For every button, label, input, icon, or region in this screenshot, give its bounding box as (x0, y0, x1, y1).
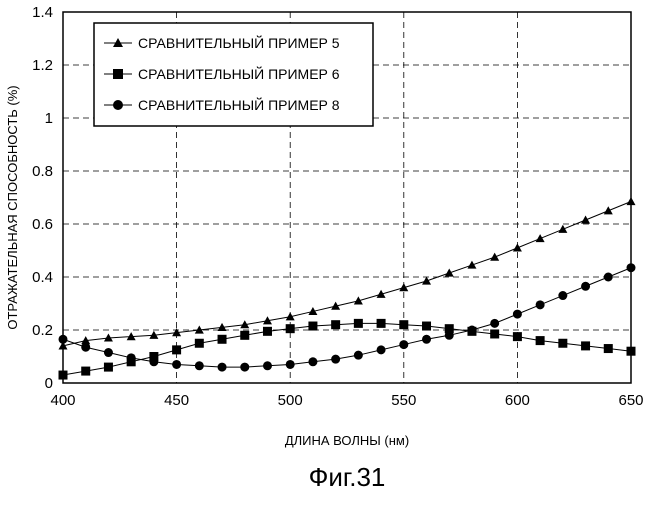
circle-marker (263, 361, 272, 370)
square-marker (172, 345, 181, 354)
circle-marker (172, 360, 181, 369)
triangle-marker (581, 216, 590, 224)
circle-marker (377, 345, 386, 354)
square-marker (490, 329, 499, 338)
y-tick-label: 1.2 (32, 57, 53, 74)
circle-marker (127, 353, 136, 362)
circle-marker (354, 351, 363, 360)
x-tick-label: 600 (505, 392, 530, 409)
circle-marker (195, 361, 204, 370)
triangle-marker (604, 206, 613, 214)
circle-marker (240, 363, 249, 372)
y-tick-label: 0.8 (32, 163, 53, 180)
circle-marker (149, 357, 158, 366)
circle-marker (490, 319, 499, 328)
x-axis-title: ДЛИНА ВОЛНЫ (нм) (285, 433, 409, 448)
series-line (63, 323, 631, 375)
legend-label: СРАВНИТЕЛЬНЫЙ ПРИМЕР 5 (138, 34, 340, 51)
x-tick-label: 450 (164, 392, 189, 409)
circle-marker (536, 300, 545, 309)
square-marker (331, 320, 340, 329)
square-marker (195, 339, 204, 348)
triangle-marker (558, 225, 567, 233)
legend-label: СРАВНИТЕЛЬНЫЙ ПРИМЕР 6 (138, 65, 340, 82)
triangle-marker (513, 243, 522, 251)
series-1 (59, 197, 636, 350)
square-marker (536, 336, 545, 345)
circle-marker (308, 357, 317, 366)
series-line (63, 268, 631, 367)
y-tick-label: 0.2 (32, 322, 53, 339)
triangle-marker (445, 269, 454, 277)
y-tick-label: 0.4 (32, 269, 53, 286)
square-marker (513, 332, 522, 341)
square-marker (354, 319, 363, 328)
square-marker (308, 322, 317, 331)
series-2 (59, 319, 636, 380)
circle-marker (331, 355, 340, 364)
circle-marker (218, 363, 227, 372)
triangle-marker (467, 261, 476, 269)
x-tick-label: 500 (278, 392, 303, 409)
square-marker (422, 322, 431, 331)
x-tick-label: 400 (50, 392, 75, 409)
square-marker (286, 324, 295, 333)
x-tick-label: 650 (618, 392, 643, 409)
circle-marker (81, 343, 90, 352)
y-tick-label: 1.4 (32, 4, 53, 21)
square-marker (218, 335, 227, 344)
y-tick-label: 0 (45, 375, 53, 392)
triangle-marker (536, 234, 545, 242)
circle-marker (113, 100, 123, 110)
square-marker (399, 320, 408, 329)
figure-caption: Фиг.31 (309, 462, 386, 492)
square-marker (104, 363, 113, 372)
square-marker (263, 327, 272, 336)
circle-marker (445, 331, 454, 340)
square-marker (240, 331, 249, 340)
y-tick-label: 1 (45, 110, 53, 127)
legend: СРАВНИТЕЛЬНЫЙ ПРИМЕР 5 СРАВНИТЕЛЬНЫЙ ПРИМ… (94, 23, 373, 126)
y-tick-label: 0.6 (32, 216, 53, 233)
circle-marker (467, 326, 476, 335)
square-marker (81, 367, 90, 376)
circle-marker (104, 348, 113, 357)
square-marker (113, 69, 123, 79)
circle-marker (286, 360, 295, 369)
square-marker (581, 341, 590, 350)
circle-marker (604, 273, 613, 282)
triangle-marker (490, 253, 499, 261)
series-3 (59, 263, 636, 371)
triangle-marker (422, 276, 431, 284)
circle-marker (558, 291, 567, 300)
circle-marker (513, 310, 522, 319)
legend-label: СРАВНИТЕЛЬНЫЙ ПРИМЕР 8 (138, 96, 340, 113)
square-marker (558, 339, 567, 348)
circle-marker (422, 335, 431, 344)
x-tick-label: 550 (391, 392, 416, 409)
square-marker (604, 344, 613, 353)
circle-marker (581, 282, 590, 291)
square-marker (377, 319, 386, 328)
y-axis-title: ОТРАЖАТЕЛЬНАЯ СПОСОБНОСТЬ (%) (5, 85, 20, 329)
circle-marker (399, 340, 408, 349)
